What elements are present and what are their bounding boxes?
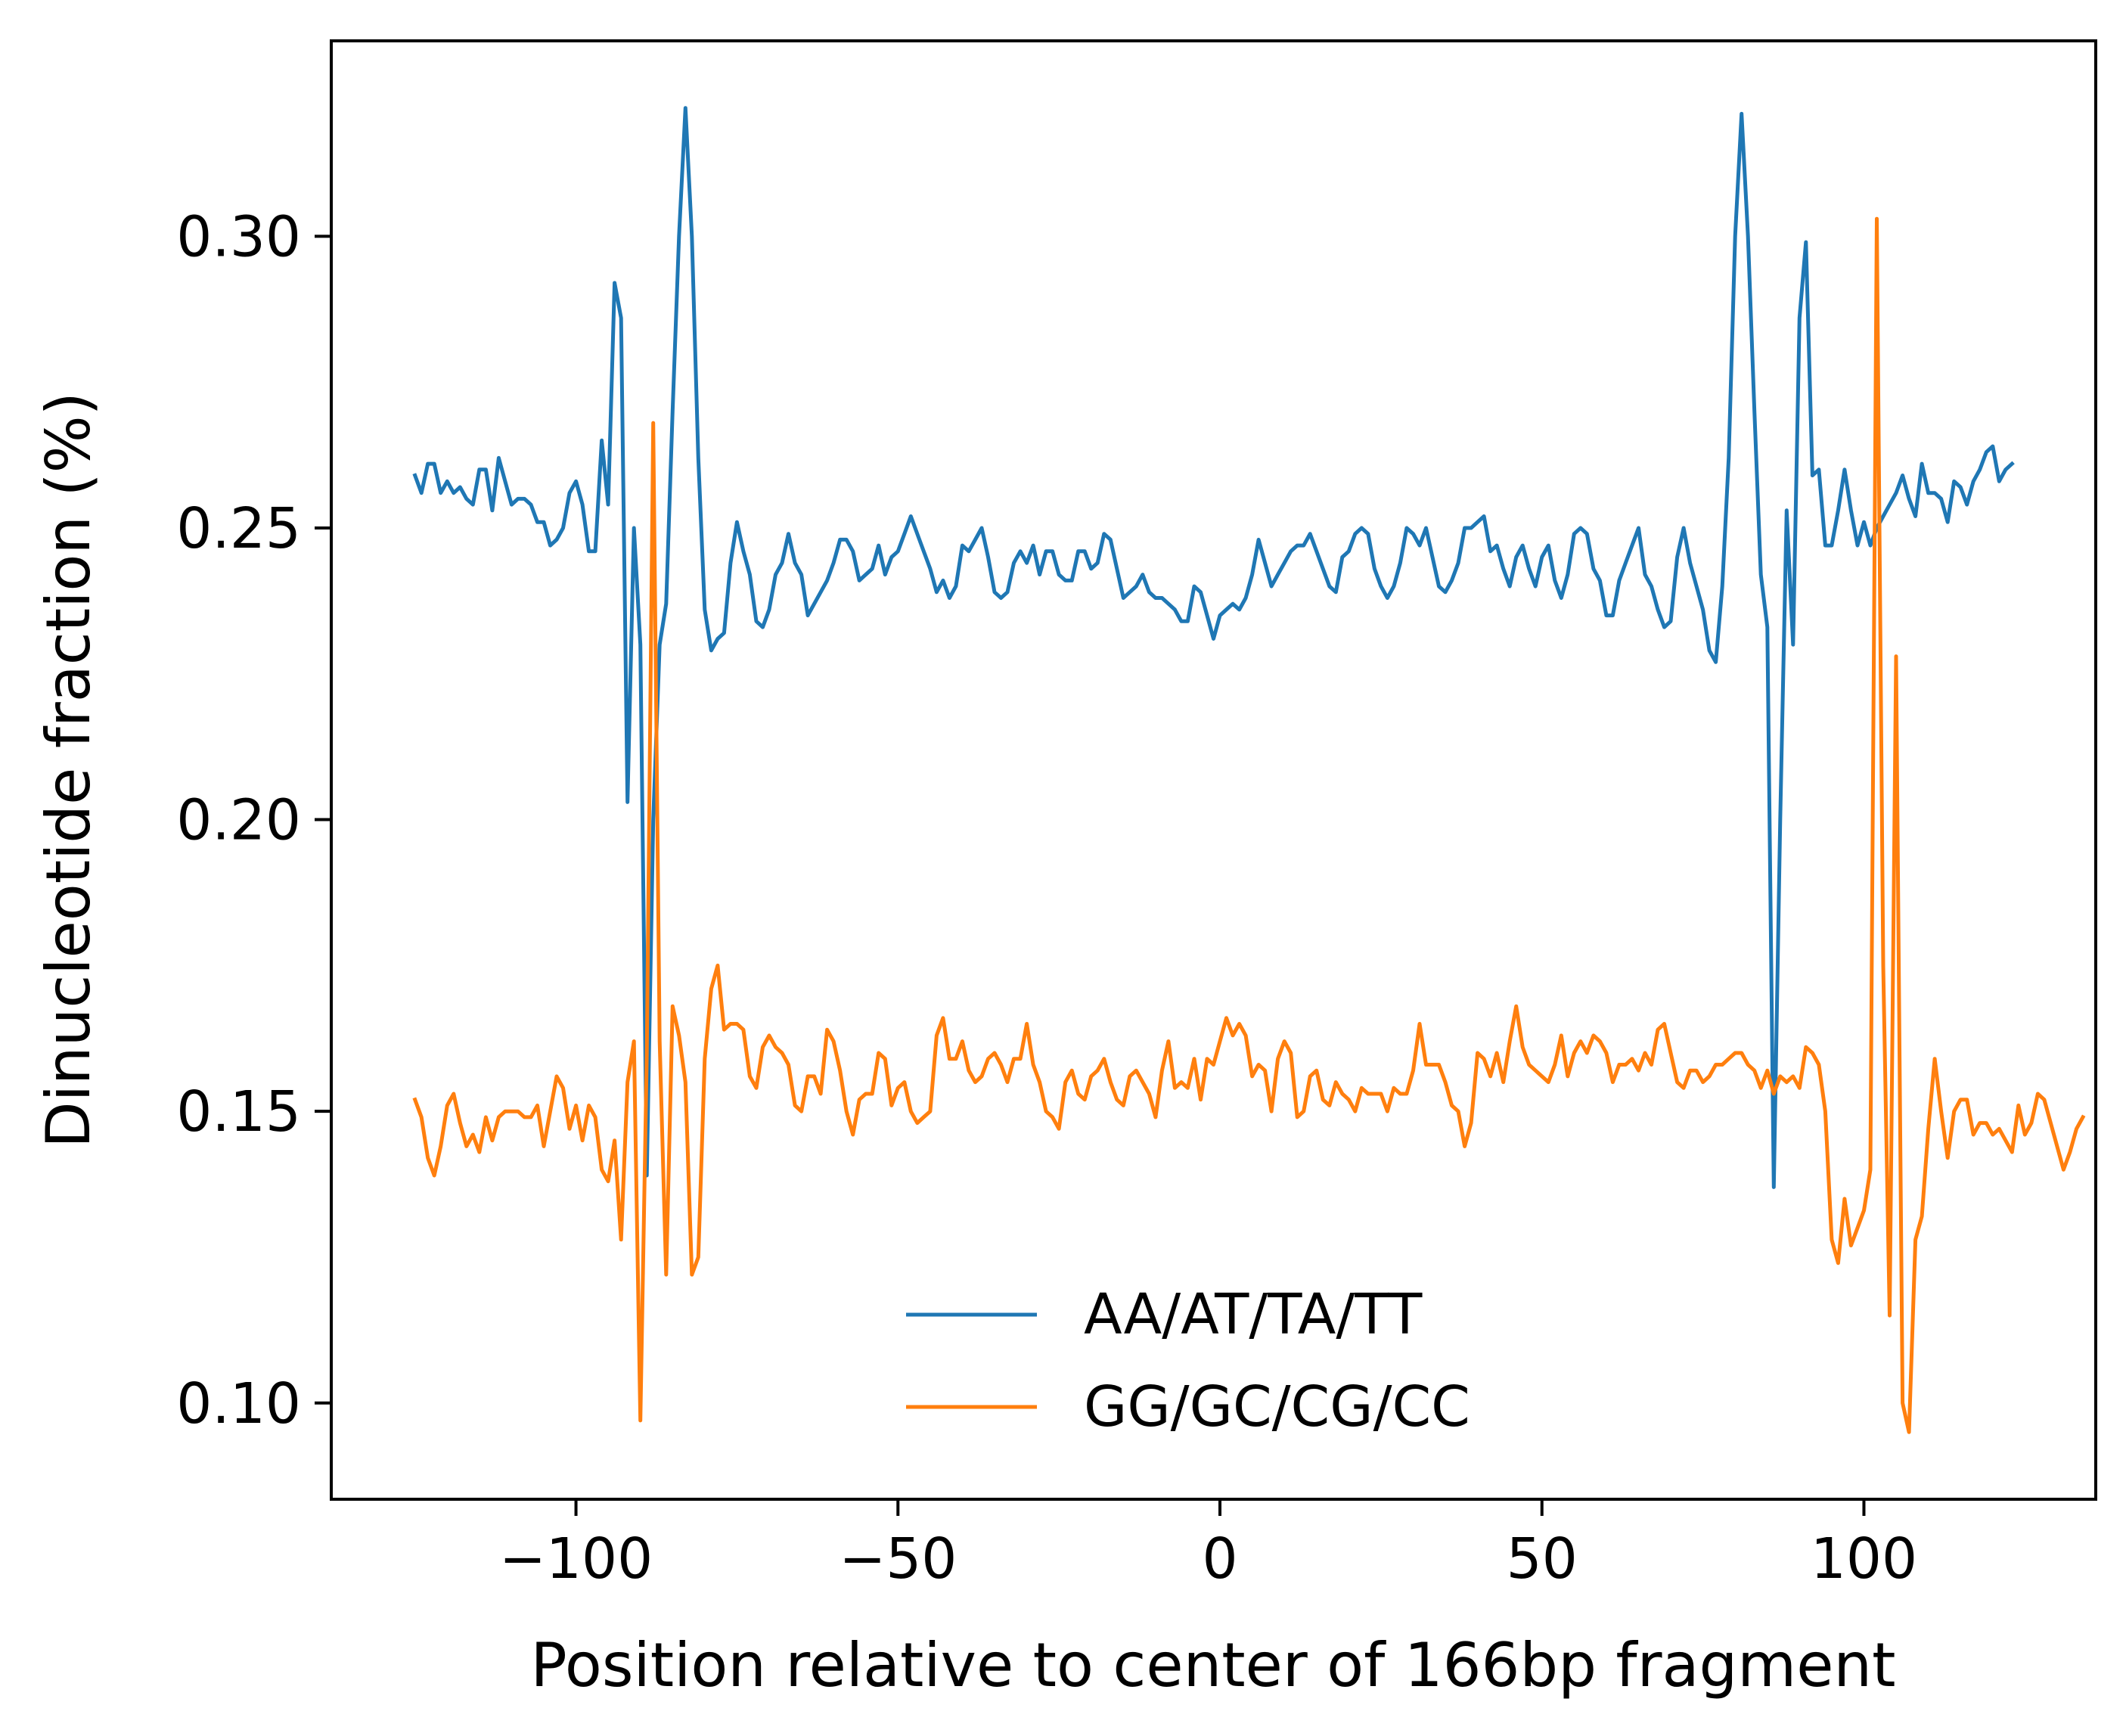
series-lines	[412, 106, 2086, 1434]
y-tick-label: 0.10	[176, 1371, 301, 1436]
x-tick-label: 0	[1202, 1526, 1237, 1592]
x-tick-label: −100	[499, 1526, 653, 1592]
y-axis-ticks: 0.10 0.15 0.20 0.25 0.30	[176, 204, 331, 1436]
x-axis-ticks: −100 −50 0 50 100	[499, 1499, 1917, 1592]
x-tick-label: −50	[839, 1526, 957, 1592]
legend: AA/AT/TA/TT GG/GC/CG/CC	[906, 1282, 1470, 1439]
legend-label-aa-at-ta-tt: AA/AT/TA/TT	[1084, 1282, 1423, 1347]
y-tick-label: 0.25	[176, 496, 301, 561]
x-axis-label: Position relative to center of 166bp fra…	[531, 1630, 1896, 1700]
plot-frame	[330, 39, 2097, 1501]
series-line-aa-at-ta-tt	[412, 106, 2015, 1189]
legend-label-gg-gc-cg-cc: GG/GC/CG/CC	[1084, 1374, 1470, 1439]
y-axis-label: Dinucleotide fraction (%)	[33, 392, 104, 1148]
y-tick-label: 0.30	[176, 204, 301, 269]
x-tick-label: 50	[1507, 1526, 1578, 1592]
x-tick-label: 100	[1811, 1526, 1917, 1592]
y-tick-label: 0.20	[176, 788, 301, 853]
series-line-gg-gc-cg-cc	[412, 216, 2086, 1434]
y-tick-label: 0.15	[176, 1079, 301, 1144]
